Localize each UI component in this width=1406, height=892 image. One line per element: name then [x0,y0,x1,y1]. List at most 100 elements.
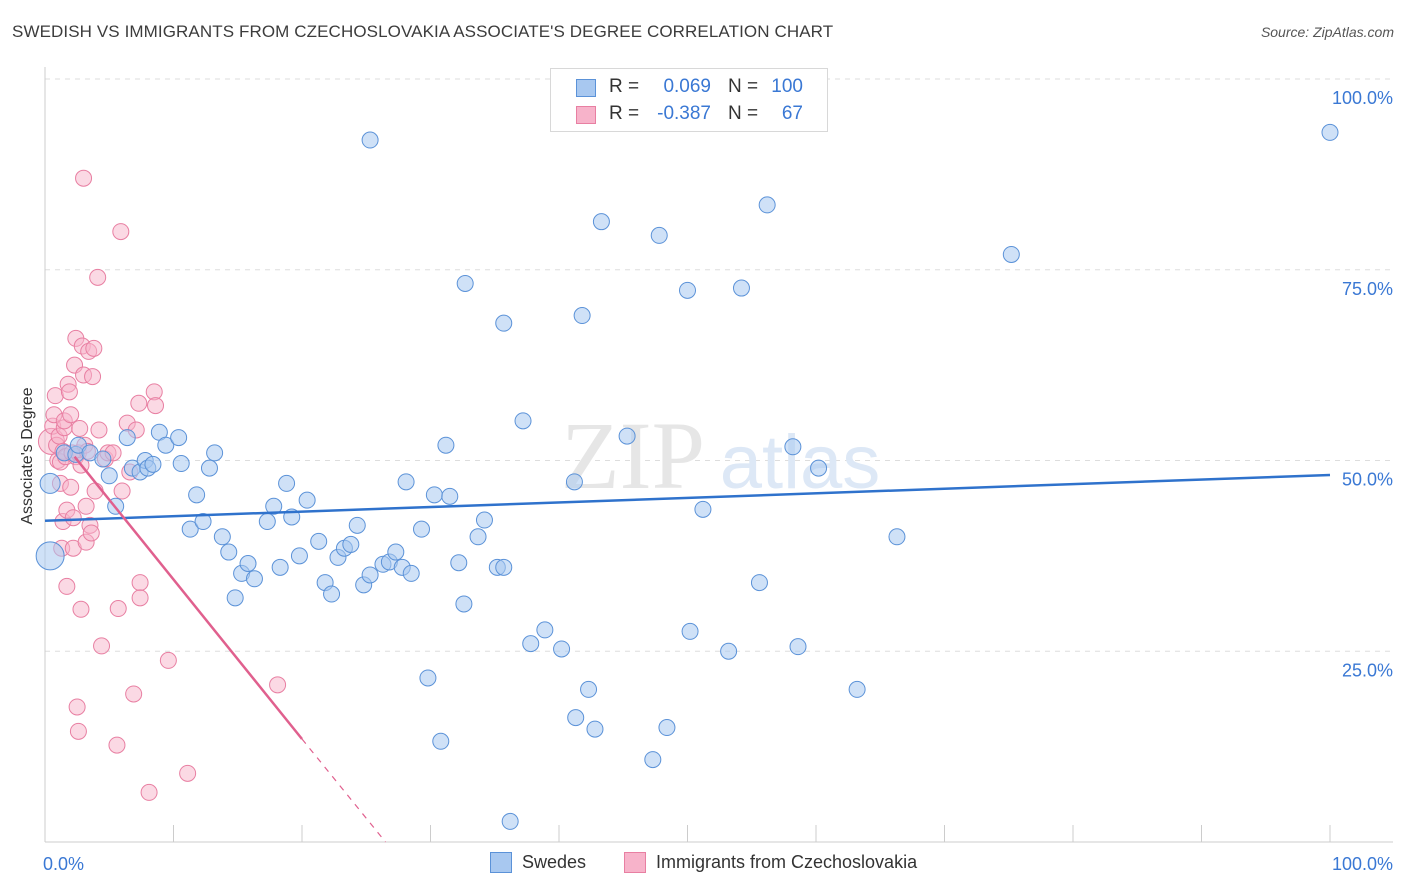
swedes-point [298,491,316,509]
swedes-point [1002,245,1020,263]
swedes-point [278,474,296,492]
legend-label-swedes: Swedes [522,852,587,872]
swedes-point [170,429,188,447]
watermark-zip: ZIP [561,402,705,509]
gridlines [45,78,1393,652]
swedes-point [100,467,118,485]
swedes-point [681,622,699,640]
czech-point [64,509,82,527]
czech-legend-swatch [624,852,646,873]
swedes-point [437,436,455,454]
czech-point [125,685,143,703]
stats-row-czech: R = -0.387 N = 67 [551,101,827,127]
swedes-point [361,566,379,584]
swedes-point [495,558,513,576]
swedes-point [789,638,807,656]
swedes-point [413,520,431,538]
y-tick-label: 50.0% [1342,470,1393,490]
swedes-point [188,486,206,504]
swedes-point [455,595,473,613]
swedes-point [35,541,65,571]
r-value: 0.069 [663,76,711,97]
swedes-point [1321,123,1339,141]
czech-point [159,651,177,669]
swedes-point [157,436,175,454]
czech-point [77,497,95,515]
swedes-point [475,511,493,529]
swedes-point [732,279,750,297]
czech-point [112,223,130,241]
series-legend: Swedes Immigrants from Czechoslovakia [0,852,1406,878]
r-label: R = [609,103,640,124]
legend-item-swedes[interactable]: Swedes [490,852,586,873]
swedes-point [720,642,738,660]
legend-label-czechoslovakia: Immigrants from Czechoslovakia [656,852,918,872]
swedes-point [888,528,906,546]
swedes-point [441,487,459,505]
stats-row-swedes: R = 0.069 N = 100 [551,74,827,100]
czech-trend-extension [301,738,386,843]
trend-lines [44,455,1331,843]
swedes-point [580,680,598,698]
n-label: N = [728,103,759,124]
swedes-point [514,412,532,430]
swedes-point [226,589,244,607]
swedes-point [573,307,591,325]
swedes-point [567,709,585,727]
swedes-swatch [576,79,596,97]
swedes-point [553,640,571,658]
czech-point [72,600,90,618]
swedes-point [450,554,468,572]
swedes-point [784,438,802,456]
czech-point [84,368,102,386]
series-czechoslovakia [37,169,287,801]
czech-point [85,339,103,357]
czech-point [131,574,149,592]
swedes-point [425,486,443,504]
czech-point [69,722,87,740]
swedes-point [536,621,554,639]
swedes-point [342,535,360,553]
r-label: R = [609,76,640,97]
swedes-point [618,427,636,445]
czech-point [89,268,107,286]
swedes-point [239,555,257,573]
czech-point [140,783,158,801]
r-value: -0.387 [657,103,711,124]
x-tick-label: 0.0% [43,854,84,874]
swedes-point [310,532,328,550]
legend-item-czechoslovakia[interactable]: Immigrants from Czechoslovakia [624,852,917,873]
czech-point [109,600,127,618]
swedes-point [245,570,263,588]
swedes-point [271,558,289,576]
n-value: 100 [771,76,803,97]
swedes-point [144,455,162,473]
czech-point [46,387,64,405]
swedes-point [419,669,437,687]
source-credit: Source: ZipAtlas.com [1260,24,1394,40]
swedes-legend-swatch [490,852,512,873]
swedes-point [810,459,828,477]
swedes-point [402,564,420,582]
czech-trend-line [73,455,303,740]
czech-point [90,421,108,439]
swedes-point [456,274,474,292]
swedes-point [323,585,341,603]
swedes-point [658,719,676,737]
swedes-point [522,635,540,653]
y-tick-label: 25.0% [1342,660,1393,680]
swedes-point [206,444,224,462]
swedes-point [592,213,610,231]
swedes-point [650,226,668,244]
czech-point [82,524,100,542]
swedes-point [265,497,283,515]
swedes-point [397,473,415,491]
czech-point [147,397,165,415]
y-tick-label: 100.0% [1332,88,1393,108]
swedes-point [586,720,604,738]
swedes-point [565,473,583,491]
chart-title: SWEDISH VS IMMIGRANTS FROM CZECHOSLOVAKI… [12,22,834,41]
swedes-point [348,516,366,534]
swedes-point [694,500,712,518]
swedes-point [290,547,308,565]
